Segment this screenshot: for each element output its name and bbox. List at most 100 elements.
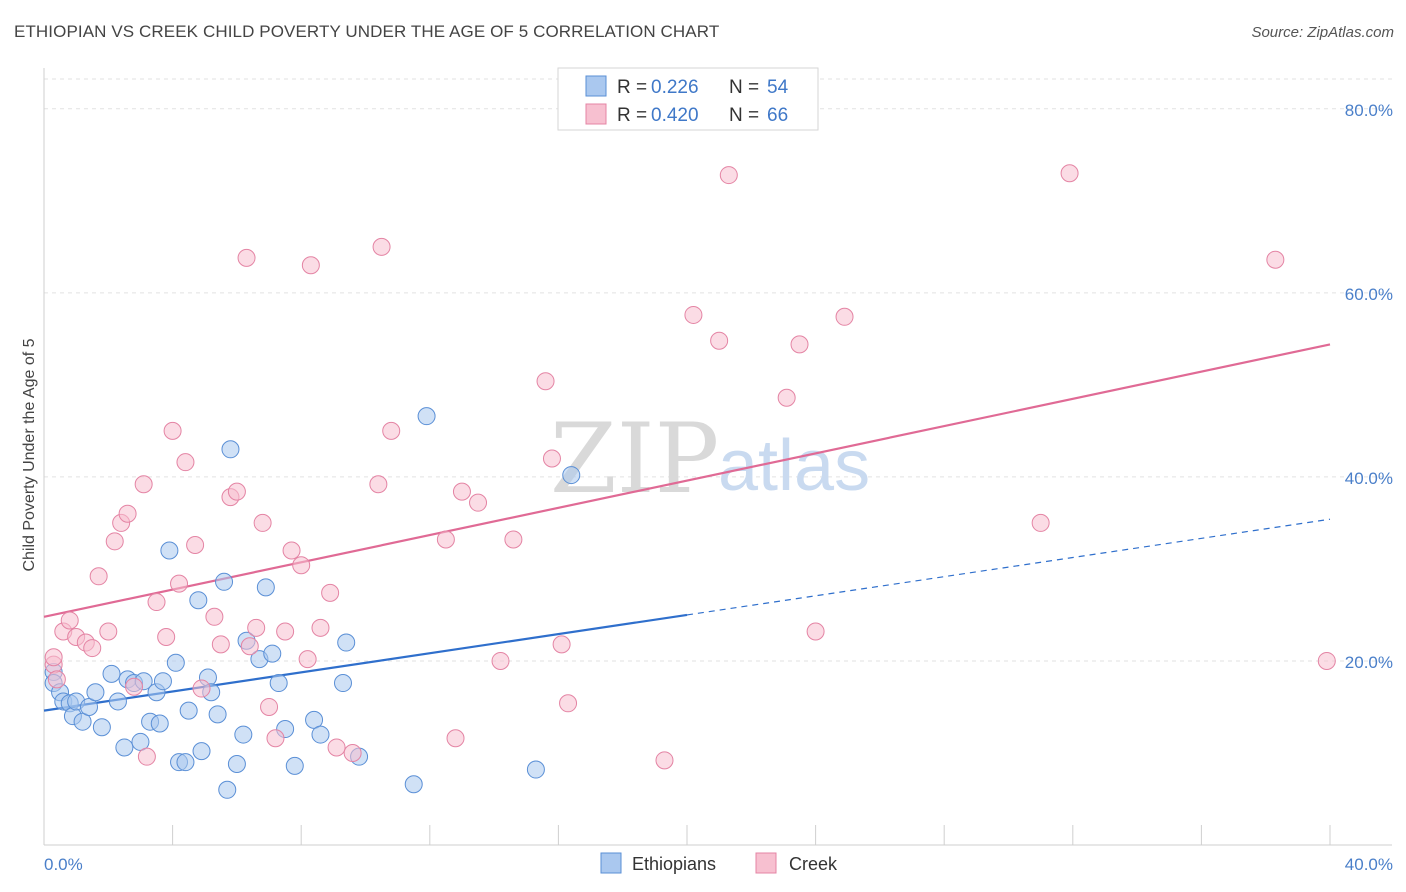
x-tick-label: 40.0% [1345, 855, 1393, 874]
legend-n-value: 66 [767, 105, 788, 126]
watermark-atlas: atlas [718, 426, 870, 506]
bottom-legend-swatch-ethiopians [600, 852, 622, 874]
point-ethiopians [192, 742, 211, 761]
point-ethiopians [285, 756, 304, 775]
point-ethiopians [153, 672, 172, 691]
point-creek [276, 622, 295, 641]
point-creek [211, 635, 230, 654]
point-ethiopians [263, 644, 282, 663]
chart-title: ETHIOPIAN VS CREEK CHILD POVERTY UNDER T… [14, 22, 720, 41]
point-creek [343, 743, 362, 762]
legend-swatch-ethiopians [585, 75, 607, 97]
legend-r-value: 0.226 [651, 77, 699, 98]
legend-n-label: N = [729, 77, 759, 98]
point-creek [436, 530, 455, 549]
point-creek [157, 628, 176, 647]
legend-box: R = 0.226 N = 54 R = 0.420 N = 66 [557, 67, 819, 131]
point-creek [536, 372, 555, 391]
point-creek [301, 256, 320, 275]
point-creek [237, 248, 256, 267]
trend-line-ethiopians [43, 613, 688, 712]
point-creek [137, 747, 156, 766]
point-creek [311, 618, 330, 637]
point-ethiopians [256, 578, 275, 597]
point-ethiopians [179, 701, 198, 720]
point-creek [60, 611, 79, 630]
bottom-legend-swatch-creek [755, 852, 777, 874]
y-tick-label: 80.0% [1345, 101, 1393, 120]
y-tick-labels: 20.0% 40.0% 60.0% 80.0% [1345, 101, 1393, 672]
point-creek [806, 622, 825, 641]
watermark-zip: ZIP [550, 403, 719, 515]
point-creek [835, 307, 854, 326]
point-ethiopians [102, 664, 121, 683]
point-creek [83, 639, 102, 658]
point-creek [777, 388, 796, 407]
point-creek [47, 670, 66, 689]
bottom-legend-label-ethiopians: Ethiopians [632, 854, 716, 874]
point-creek [253, 513, 272, 532]
legend-r-value: 0.420 [651, 105, 699, 126]
point-creek [372, 237, 391, 256]
point-ethiopians [208, 705, 227, 724]
point-ethiopians [218, 780, 237, 799]
point-creek [684, 305, 703, 324]
point-ethiopians [526, 760, 545, 779]
point-creek [205, 607, 224, 626]
point-creek [655, 751, 674, 770]
point-creek [105, 532, 124, 551]
point-ethiopians [562, 466, 581, 485]
point-creek [710, 331, 729, 350]
point-creek [260, 697, 279, 716]
point-creek [504, 530, 523, 549]
point-creek [369, 475, 388, 494]
legend-n-label: N = [729, 105, 759, 126]
point-ethiopians [160, 541, 179, 560]
point-creek [1317, 651, 1336, 670]
point-ethiopians [337, 633, 356, 652]
x-tick-label: 0.0% [44, 855, 83, 874]
point-ethiopians [92, 718, 111, 737]
point-creek [542, 449, 561, 468]
point-creek [89, 567, 108, 586]
y-tick-label: 40.0% [1345, 469, 1393, 488]
point-creek [227, 482, 246, 501]
point-creek [382, 421, 401, 440]
trend-line-extension-ethiopians [686, 518, 1331, 616]
point-creek [99, 622, 118, 641]
point-ethiopians [404, 775, 423, 794]
point-ethiopians [86, 683, 105, 702]
point-ethiopians [311, 725, 330, 744]
point-creek [247, 618, 266, 637]
legend-swatch-creek [585, 103, 607, 125]
point-creek [298, 650, 317, 669]
watermark: ZIP atlas [550, 403, 870, 515]
point-ethiopians [115, 738, 134, 757]
point-ethiopians [234, 725, 253, 744]
axes [43, 68, 1392, 846]
point-creek [240, 637, 259, 656]
point-ethiopians [417, 407, 436, 426]
point-creek [163, 421, 182, 440]
legend-r-label: R = [617, 77, 647, 98]
point-creek [559, 694, 578, 713]
bottom-legend-label-creek: Creek [789, 854, 838, 874]
point-ethiopians [269, 674, 288, 693]
point-creek [170, 574, 189, 593]
point-ethiopians [166, 653, 185, 672]
y-axis-title: Child Poverty Under the Age of 5 [21, 338, 38, 571]
point-creek [282, 541, 301, 560]
trend-lines [43, 343, 1331, 712]
point-creek [292, 556, 311, 575]
point-ethiopians [333, 674, 352, 693]
point-ethiopians [221, 440, 240, 459]
point-creek [125, 677, 144, 696]
legend-r-label: R = [617, 105, 647, 126]
point-creek [134, 475, 153, 494]
bottom-legend: Ethiopians Creek [600, 852, 838, 874]
x-tick-labels: 0.0% 40.0% [44, 855, 1393, 874]
point-creek [790, 335, 809, 354]
point-creek [719, 166, 738, 185]
y-tick-label: 20.0% [1345, 653, 1393, 672]
point-creek [192, 679, 211, 698]
